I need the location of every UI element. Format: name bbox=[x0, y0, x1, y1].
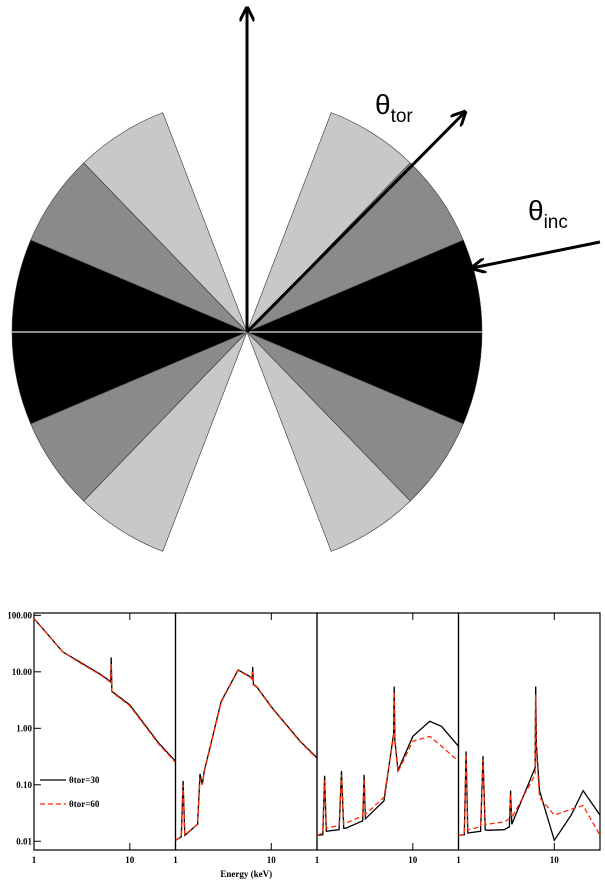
spectrum-line bbox=[316, 686, 459, 837]
subscript: tor bbox=[391, 106, 414, 127]
panel-frame bbox=[316, 612, 460, 851]
subscript: inc bbox=[544, 212, 568, 233]
torus-wedge bbox=[246, 331, 411, 552]
panel-frame bbox=[174, 612, 318, 851]
symbol: θ bbox=[528, 195, 544, 226]
spectrum-line bbox=[458, 686, 601, 842]
legend-label: θtor=30 bbox=[69, 775, 100, 785]
x-tick-label: 10 bbox=[408, 855, 418, 865]
x-tick-label: 1 bbox=[456, 855, 461, 865]
x-tick-label: 10 bbox=[267, 855, 277, 865]
torus-diagram bbox=[11, 112, 483, 552]
x-tick-label: 1 bbox=[315, 855, 320, 865]
spectrum-line bbox=[458, 694, 601, 837]
y-tick-label: 0.10 bbox=[16, 780, 32, 790]
theta-tor-label: θtor bbox=[375, 89, 413, 127]
x-tick-label: 10 bbox=[550, 855, 560, 865]
y-tick-label: 0.01 bbox=[16, 836, 32, 846]
torus-wedge bbox=[83, 331, 248, 552]
x-tick-label: 1 bbox=[173, 855, 178, 865]
theta-inc-label: θinc bbox=[528, 195, 568, 233]
spectrum-line bbox=[175, 666, 318, 841]
panel-frame bbox=[33, 612, 177, 851]
tor-arrow bbox=[245, 112, 465, 334]
inc-arrow bbox=[472, 240, 601, 268]
x-axis-label: Energy (keV) bbox=[220, 869, 272, 879]
symbol: θ bbox=[375, 89, 391, 120]
y-tick-label: 1.00 bbox=[16, 723, 32, 733]
y-tick-label: 10.00 bbox=[12, 667, 33, 677]
spectrum-line bbox=[316, 691, 459, 837]
spectrum-line bbox=[33, 618, 176, 763]
y-tick-label: 100.00 bbox=[7, 610, 32, 620]
x-tick-label: 10 bbox=[125, 855, 135, 865]
legend-label: θtor=60 bbox=[69, 799, 100, 809]
x-tick-label: 1 bbox=[32, 855, 37, 865]
spectrum-line bbox=[175, 669, 318, 841]
spectrum-line bbox=[33, 618, 176, 762]
panel-frame bbox=[457, 612, 601, 851]
